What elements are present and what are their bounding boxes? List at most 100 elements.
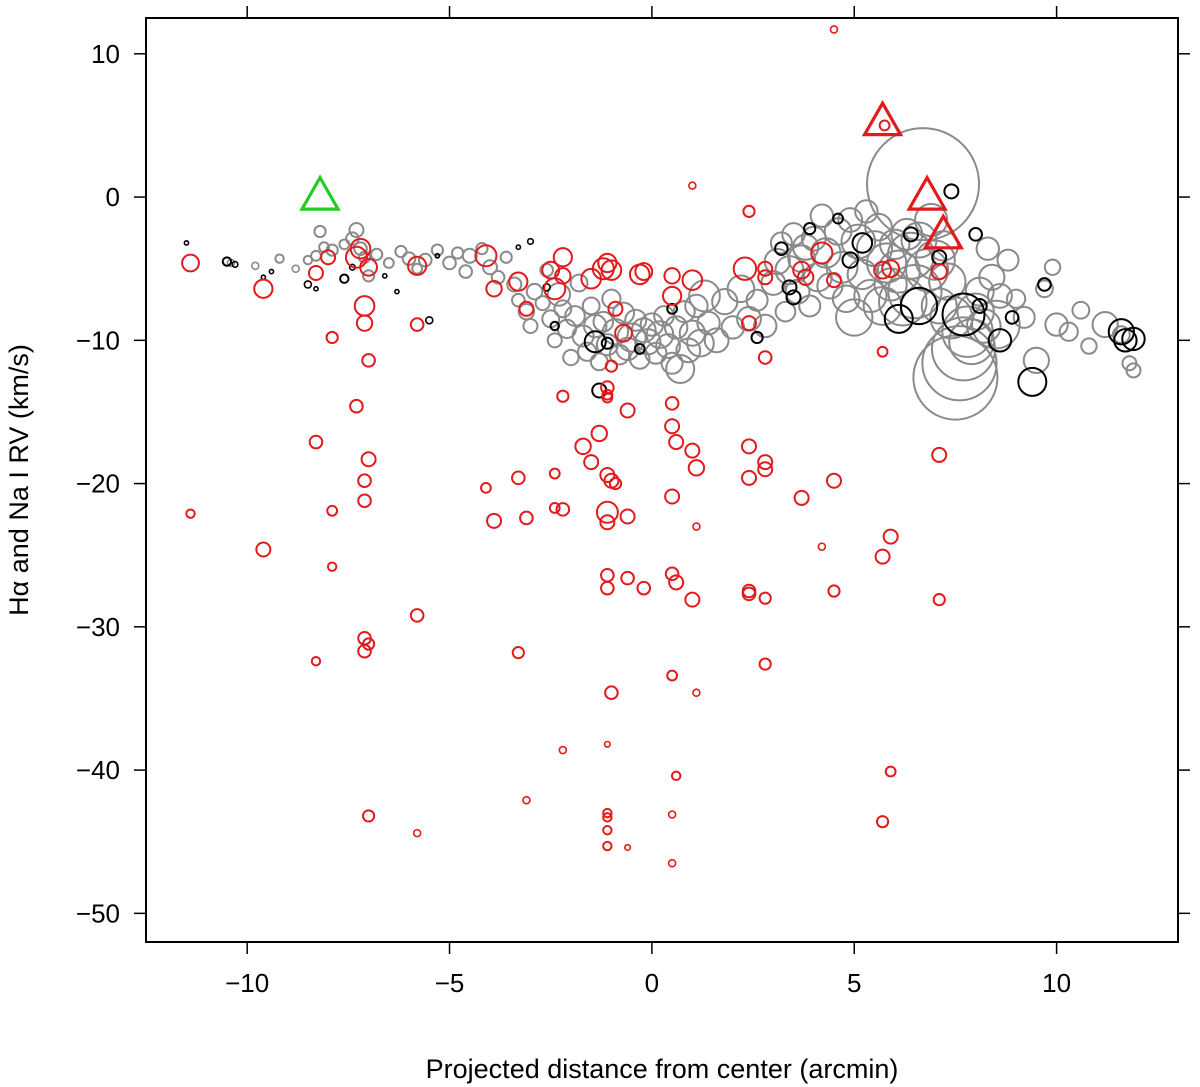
x-tick-label: 10	[1042, 968, 1071, 998]
gray-point	[921, 325, 998, 402]
black-point	[803, 221, 817, 236]
red-point	[873, 260, 892, 280]
red-point	[181, 253, 200, 273]
red-point	[360, 451, 377, 468]
red-point	[608, 476, 623, 491]
gray-point	[769, 231, 793, 255]
gray-point	[562, 348, 580, 367]
black-point	[1037, 277, 1052, 292]
red-point	[558, 745, 568, 755]
red-point	[623, 843, 632, 852]
red-point	[407, 255, 428, 276]
black-point	[313, 285, 319, 292]
red-point	[604, 359, 619, 373]
red-point	[662, 285, 683, 307]
gray-point	[887, 264, 943, 320]
red-point	[826, 272, 842, 289]
red-point	[555, 502, 571, 517]
red-point	[732, 256, 758, 281]
gray-point	[914, 239, 956, 281]
gray-point	[792, 233, 820, 261]
plot-frame	[145, 17, 1179, 943]
red-point	[829, 25, 839, 34]
gray-point	[338, 238, 351, 251]
gray-point	[1006, 288, 1027, 309]
gray-point	[726, 274, 756, 304]
gray-point	[774, 300, 797, 323]
gray-point	[866, 127, 981, 242]
green-triangle-point	[299, 174, 341, 211]
red-point	[349, 398, 364, 414]
red-point	[670, 770, 682, 782]
gray-point	[696, 310, 721, 336]
black-point	[221, 256, 233, 267]
red-point	[604, 685, 619, 701]
red-point	[684, 591, 701, 608]
red-point	[668, 574, 685, 591]
gray-point	[482, 259, 498, 276]
red-point	[600, 580, 615, 596]
black-point	[941, 292, 986, 337]
gray-point	[971, 299, 1021, 350]
red-point	[308, 434, 324, 450]
black-point	[394, 288, 400, 295]
red-point	[664, 488, 681, 505]
gray-point	[975, 236, 1000, 261]
gray-point	[948, 318, 995, 366]
red-point	[600, 567, 615, 583]
red-point	[741, 438, 758, 455]
red-point	[355, 314, 374, 332]
black-point	[515, 244, 522, 251]
red-point	[361, 809, 376, 823]
gray-point	[624, 308, 648, 332]
red-point	[480, 481, 492, 494]
gray-point	[886, 231, 935, 280]
black-point	[781, 279, 798, 296]
red-triangle-point	[861, 99, 904, 137]
gray-point	[451, 246, 465, 260]
red-point	[827, 584, 841, 598]
red-point	[511, 646, 525, 660]
gray-point	[291, 264, 301, 273]
y-tick-label: 0	[106, 182, 120, 212]
gray-point	[684, 293, 709, 319]
red-point	[326, 561, 338, 572]
red-point	[548, 467, 561, 480]
gray-point	[1080, 337, 1098, 355]
gray-point	[564, 305, 586, 327]
red-point	[757, 260, 774, 277]
red-point	[357, 643, 372, 659]
black-point	[424, 315, 434, 325]
gray-point	[313, 224, 327, 239]
red-point	[664, 418, 681, 435]
black-point	[785, 289, 802, 306]
black-point	[943, 183, 960, 200]
red-point	[758, 591, 772, 605]
gray-point	[361, 269, 376, 283]
red-point	[357, 493, 372, 509]
red-point	[796, 268, 815, 286]
gray-point	[809, 203, 835, 228]
y-tick-label: −50	[76, 898, 120, 928]
red-point	[522, 795, 531, 805]
red-point	[692, 688, 701, 698]
red-point	[817, 542, 827, 551]
black-point	[851, 232, 874, 254]
gray-point	[987, 283, 1013, 309]
red-point	[357, 473, 372, 489]
gray-point	[1058, 321, 1079, 342]
black-point	[774, 241, 789, 256]
y-tick-label: −40	[76, 755, 120, 785]
x-axis-title: Projected distance from center (arcmin)	[426, 1054, 899, 1084]
red-point	[255, 541, 272, 558]
red-point	[602, 825, 613, 836]
red-point	[882, 528, 899, 545]
red-point	[664, 396, 680, 411]
red-point	[602, 840, 613, 852]
red-point	[543, 277, 567, 301]
gray-point	[522, 318, 539, 334]
gray-point	[394, 244, 408, 259]
red-point	[931, 446, 948, 463]
red-point	[668, 434, 685, 451]
black-point	[183, 240, 190, 246]
